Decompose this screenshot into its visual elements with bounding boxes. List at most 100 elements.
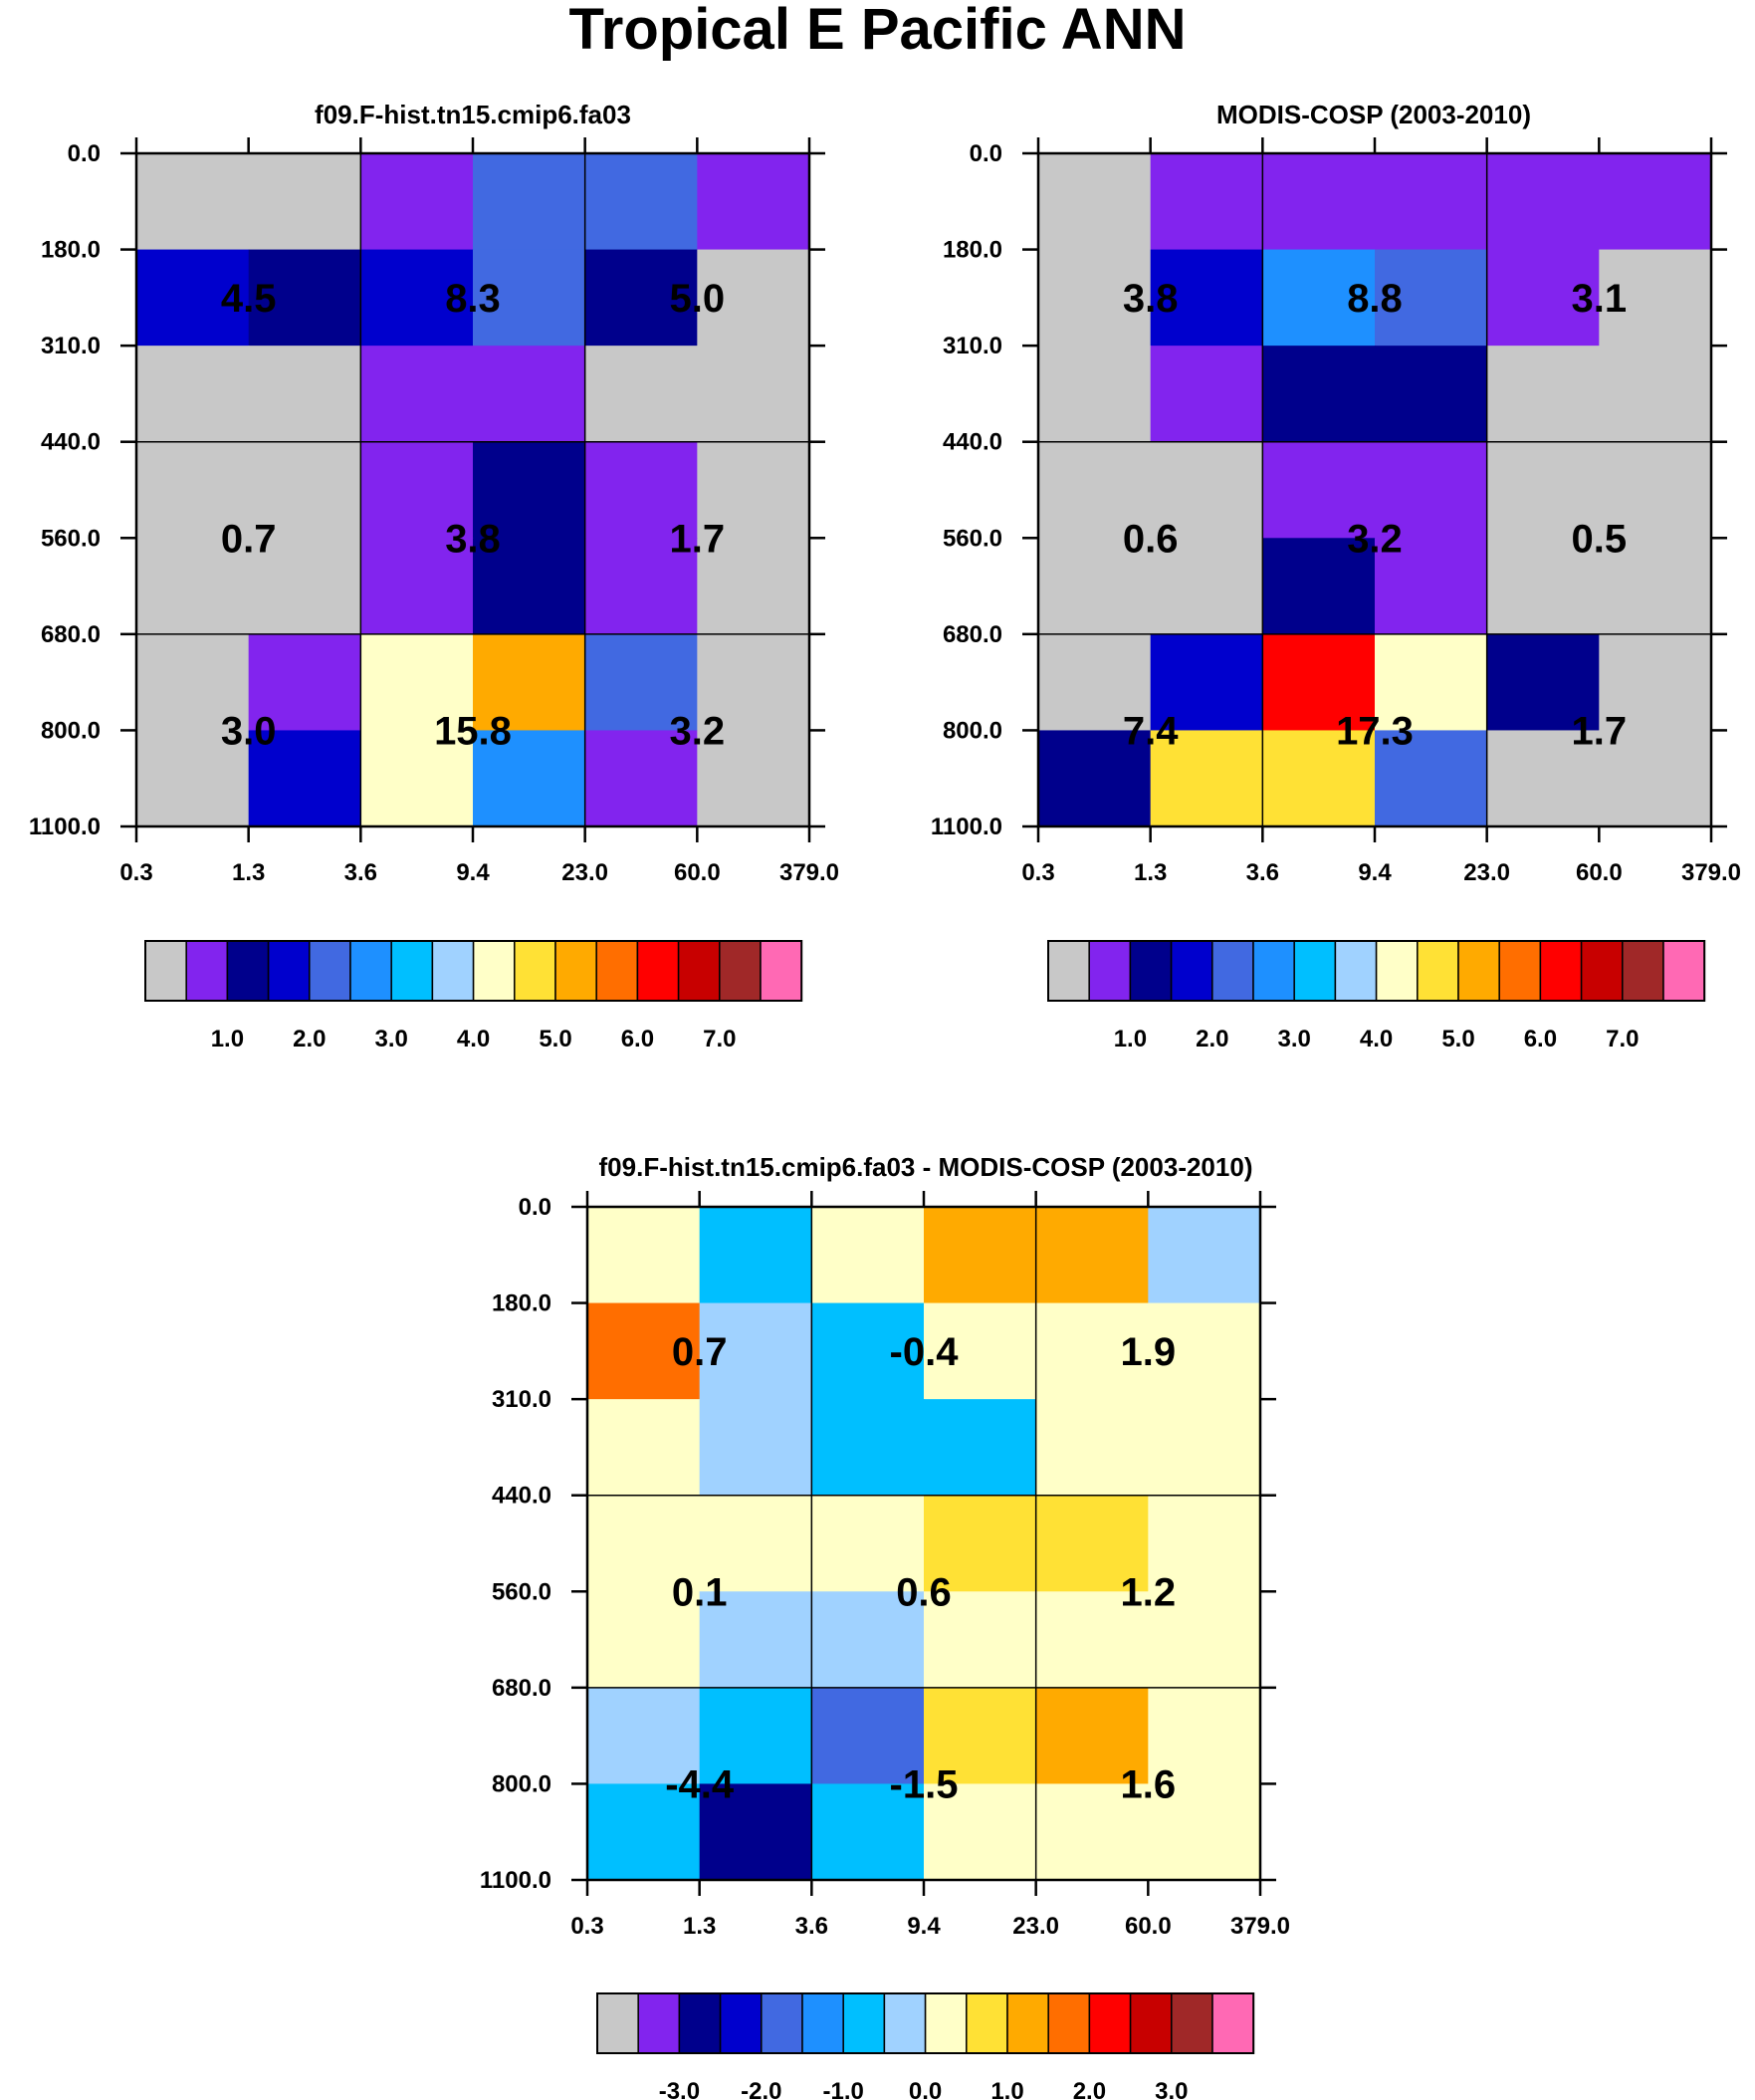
heatmap-cell — [1150, 441, 1263, 539]
colorbar-swatch — [596, 1992, 639, 2054]
box-value-label: 0.6 — [896, 1570, 952, 1614]
heatmap-cell — [924, 1495, 1037, 1592]
colorbar-label: 2.0 — [1196, 1026, 1228, 1052]
heatmap-cell — [1262, 346, 1376, 443]
heatmap-cell — [1148, 1399, 1261, 1497]
heatmap-cell — [924, 1687, 1037, 1785]
heatmap-cell — [811, 1783, 925, 1881]
colorbar-label: 1.0 — [1114, 1026, 1147, 1052]
heatmap-cell — [1486, 538, 1600, 635]
y-tick-label: 180.0 — [943, 237, 1002, 264]
heatmap-cell — [1262, 249, 1376, 347]
heatmap-cell — [248, 441, 361, 539]
colorbar-swatch — [1006, 1992, 1049, 2054]
colorbar-swatch — [1417, 940, 1459, 1002]
x-tick-label: 3.6 — [795, 1913, 828, 1940]
heatmap-cell — [1038, 153, 1152, 251]
heatmap-cell — [584, 730, 698, 827]
heatmap-cell — [1150, 633, 1263, 732]
colorbar-swatch — [1129, 940, 1173, 1002]
heatmap-cell — [1148, 1591, 1261, 1689]
y-tick-label: 560.0 — [41, 525, 101, 552]
box-value-label: 3.2 — [1347, 517, 1403, 561]
box-value-label: 3.1 — [1572, 277, 1628, 321]
heatmap-cell — [1599, 346, 1712, 443]
x-tick-label: 379.0 — [1230, 1913, 1290, 1940]
colorbar-label: 7.0 — [703, 1026, 736, 1052]
colorbar-swatch — [1457, 940, 1500, 1002]
colorbar-diff: -3.0 -2.0 -1.0 0.0 1.0 2.0 3.0 — [596, 1992, 1255, 2100]
heatmap-cell — [360, 538, 474, 635]
colorbar-label: 4.0 — [1360, 1026, 1393, 1052]
colorbar-swatch — [144, 940, 187, 1002]
y-tick-label: 680.0 — [943, 621, 1002, 648]
box-value-label: -1.5 — [890, 1762, 959, 1806]
heatmap-cell — [1035, 1591, 1149, 1689]
y-tick-label: 310.0 — [943, 333, 1002, 359]
heatmap-cell — [1599, 249, 1712, 347]
box-value-label: 8.8 — [1347, 277, 1403, 321]
x-tick-label: 379.0 — [1681, 859, 1741, 886]
heatmap-cell — [1375, 730, 1488, 827]
heatmap-cell — [699, 1783, 812, 1881]
colorbar-swatch — [636, 940, 680, 1002]
x-tick-label: 0.3 — [570, 1913, 603, 1940]
heatmap-cell — [584, 441, 698, 539]
heatmap-cell — [587, 1783, 701, 1881]
colorbar-swatch — [472, 940, 516, 1002]
panel-title-obs: MODIS-COSP (2003-2010) — [1216, 100, 1531, 129]
colorbar-swatch — [719, 1992, 763, 2054]
box-value-label: 0.6 — [1123, 517, 1179, 561]
colorbar-frame — [596, 1992, 1255, 2054]
y-tick-label: 800.0 — [492, 1770, 551, 1797]
heatmap-cell — [587, 1687, 701, 1785]
colorbar-swatch — [677, 940, 721, 1002]
colorbar-label: 6.0 — [1524, 1026, 1557, 1052]
colorbar-swatch — [1211, 940, 1254, 1002]
heatmap-cell — [1035, 1783, 1149, 1881]
heatmap-cell — [1486, 441, 1600, 539]
heatmap-cell — [1599, 633, 1712, 732]
y-tick-label: 800.0 — [41, 717, 101, 744]
box-value-label: 1.6 — [1121, 1762, 1177, 1806]
colorbar-frame — [144, 940, 803, 1002]
colorbar-swatch — [1047, 1992, 1091, 2054]
x-tick-label: 60.0 — [1576, 859, 1623, 886]
box-value-label: -4.4 — [665, 1762, 735, 1806]
heatmap-cell — [699, 1591, 812, 1689]
heatmap-cell — [1262, 153, 1376, 251]
heatmap-cell — [1262, 730, 1376, 827]
colorbar-label: 3.0 — [1278, 1026, 1311, 1052]
heatmap-cell — [697, 441, 810, 539]
colorbar-swatch — [595, 940, 639, 1002]
heatmap-cell — [1148, 1207, 1261, 1304]
heatmap-cell — [811, 1399, 925, 1497]
x-tick-label: 0.3 — [119, 859, 152, 886]
heatmap-cell — [1150, 730, 1263, 827]
heatmap-cell — [248, 249, 361, 347]
colorbar-swatch — [1088, 1992, 1132, 2054]
x-tick-label: 23.0 — [561, 859, 608, 886]
colorbar-swatch — [1129, 1992, 1173, 2054]
y-tick-label: 1100.0 — [480, 1867, 551, 1894]
colorbar-swatch — [309, 940, 351, 1002]
heatmap-cell — [248, 633, 361, 732]
heatmap-cell — [587, 1302, 701, 1400]
heatmap-cell — [136, 441, 250, 539]
heatmap-cell — [1150, 249, 1263, 347]
heatmap-cell — [924, 1783, 1037, 1881]
heatmap-cell — [136, 633, 250, 732]
colorbar-swatch — [719, 940, 762, 1002]
heatmap-cell — [1375, 346, 1488, 443]
heatmap-cell — [584, 249, 698, 347]
heatmap-cell — [360, 730, 474, 827]
heatmap-cell — [1486, 346, 1600, 443]
x-tick-label: 9.4 — [1358, 859, 1392, 886]
colorbar-label: 7.0 — [1606, 1026, 1639, 1052]
heatmap-cell — [360, 346, 474, 443]
heatmap-cell — [1038, 441, 1152, 539]
heatmap-cell — [1038, 538, 1152, 635]
y-tick-label: 310.0 — [492, 1386, 551, 1413]
x-tick-label: 3.6 — [1246, 859, 1279, 886]
heatmap-cell — [811, 1302, 925, 1400]
